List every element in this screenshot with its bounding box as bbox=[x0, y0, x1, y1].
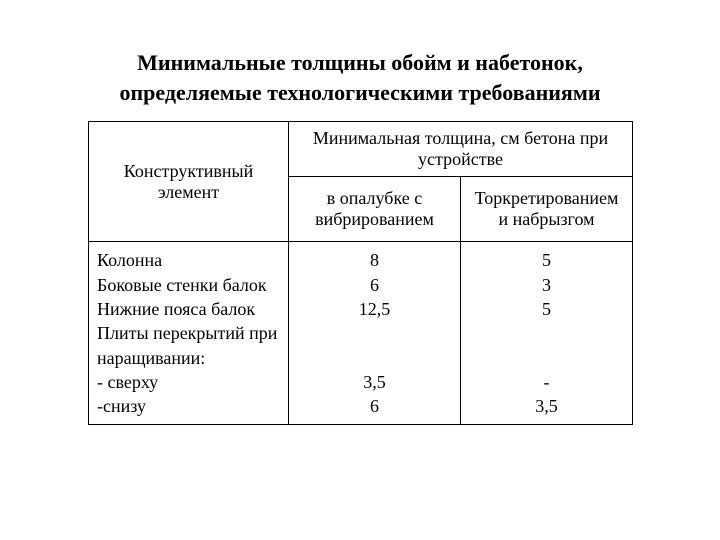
value-line: 5 bbox=[469, 248, 624, 272]
value-line: 3 bbox=[469, 273, 624, 297]
th-shotcrete: Торкретированием и набрызгом bbox=[461, 177, 633, 242]
label-line: Нижние пояса балок bbox=[97, 297, 280, 321]
th-element: Конструктивный элемент bbox=[89, 122, 289, 242]
label-line: Плиты перекрытий при bbox=[97, 321, 280, 345]
value-line: 6 bbox=[297, 394, 452, 418]
value-line: 12,5 bbox=[297, 297, 452, 321]
th-formwork: в опалубке с вибрированием bbox=[289, 177, 461, 242]
label-line: - сверху bbox=[97, 370, 280, 394]
label-line: -снизу bbox=[97, 394, 280, 418]
value-line bbox=[297, 346, 452, 370]
label-line: Боковые стенки балок bbox=[97, 273, 280, 297]
thickness-table: Конструктивный элемент Минимальная толщи… bbox=[88, 121, 633, 425]
value-line: - bbox=[469, 370, 624, 394]
value-line bbox=[469, 321, 624, 345]
label-line: Колонна bbox=[97, 248, 280, 272]
value-line: 6 bbox=[297, 273, 452, 297]
value-line bbox=[297, 321, 452, 345]
value-line bbox=[469, 346, 624, 370]
cell-labels: Колонна Боковые стенки балок Нижние пояс… bbox=[89, 242, 289, 425]
table-row: Колонна Боковые стенки балок Нижние пояс… bbox=[89, 242, 633, 425]
title-line-1: Минимальные толщины обойм и набетонок, bbox=[137, 50, 583, 75]
page-title: Минимальные толщины обойм и набетонок, о… bbox=[88, 48, 632, 107]
value-line: 5 bbox=[469, 297, 624, 321]
th-min-thickness: Минимальная толщина, см бетона при устро… bbox=[289, 122, 633, 177]
value-line: 8 bbox=[297, 248, 452, 272]
label-line: наращивании: bbox=[97, 346, 280, 370]
cell-formwork: 8 6 12,5 3,5 6 bbox=[289, 242, 461, 425]
cell-shotcrete: 5 3 5 - 3,5 bbox=[461, 242, 633, 425]
value-line: 3,5 bbox=[469, 394, 624, 418]
title-line-2: определяемые технологическими требования… bbox=[120, 80, 601, 105]
value-line: 3,5 bbox=[297, 370, 452, 394]
